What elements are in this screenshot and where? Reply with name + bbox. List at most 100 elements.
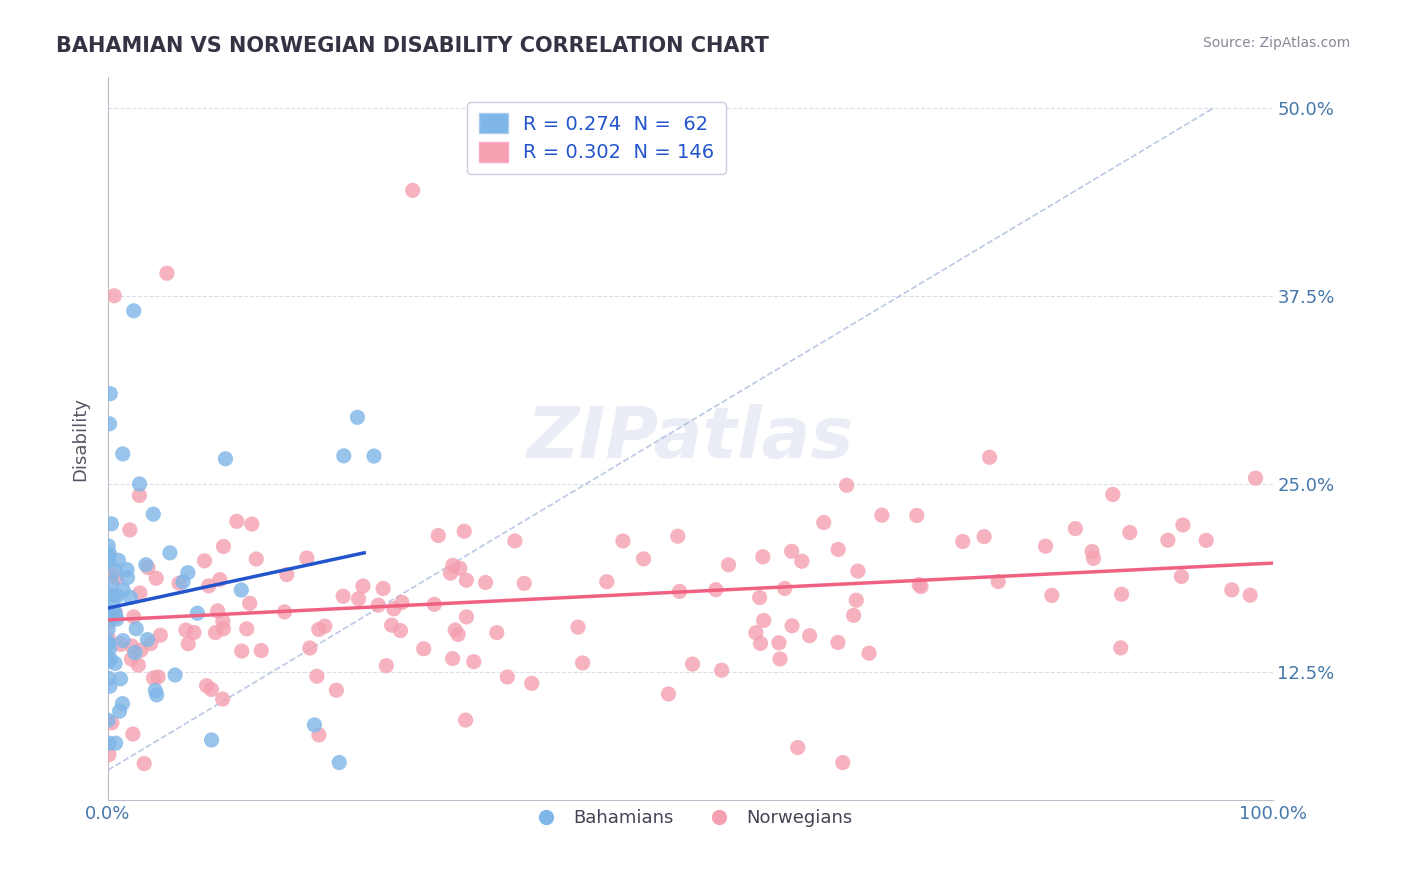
Norwegians: [412, 641, 434, 656]
Bahamians: [98, 604, 121, 618]
Norwegians: [769, 652, 792, 666]
Bahamians: [104, 736, 127, 750]
Norwegians: [211, 692, 233, 706]
Norwegians: [104, 606, 127, 620]
Norwegians: [103, 289, 125, 303]
Norwegians: [129, 643, 152, 657]
Norwegians: [780, 544, 803, 558]
Bahamians: [97, 553, 120, 567]
Norwegians: [668, 584, 690, 599]
Norwegians: [633, 552, 655, 566]
Bahamians: [108, 704, 131, 718]
Bahamians: [135, 558, 157, 572]
Norwegians: [704, 582, 727, 597]
Norwegians: [97, 632, 120, 646]
Norwegians: [773, 582, 796, 596]
Bahamians: [328, 756, 350, 770]
Norwegians: [308, 623, 330, 637]
Norwegians: [768, 636, 790, 650]
Norwegians: [156, 266, 179, 280]
Norwegians: [571, 656, 593, 670]
Bahamians: [186, 606, 208, 620]
Norwegians: [204, 625, 226, 640]
Norwegians: [120, 652, 142, 666]
Bahamians: [110, 672, 132, 686]
Norwegians: [276, 567, 298, 582]
Text: BAHAMIAN VS NORWEGIAN DISABILITY CORRELATION CHART: BAHAMIAN VS NORWEGIAN DISABILITY CORRELA…: [56, 36, 769, 55]
Norwegians: [427, 528, 450, 542]
Bahamians: [231, 582, 253, 597]
Norwegians: [1119, 525, 1142, 540]
Norwegians: [127, 658, 149, 673]
Norwegians: [979, 450, 1001, 465]
Norwegians: [710, 663, 733, 677]
Norwegians: [208, 573, 231, 587]
Norwegians: [1239, 588, 1261, 602]
Norwegians: [1220, 582, 1243, 597]
Norwegians: [439, 566, 461, 581]
Bahamians: [97, 622, 120, 636]
Bahamians: [159, 546, 181, 560]
Norwegians: [167, 576, 190, 591]
Norwegians: [752, 614, 775, 628]
Bahamians: [98, 547, 121, 561]
Norwegians: [122, 727, 145, 741]
Norwegians: [305, 669, 328, 683]
Bahamians: [145, 688, 167, 702]
Y-axis label: Disability: Disability: [72, 397, 89, 481]
Bahamians: [97, 654, 120, 668]
Bahamians: [101, 598, 124, 612]
Bahamians: [97, 635, 120, 649]
Norwegians: [245, 552, 267, 566]
Bahamians: [111, 633, 134, 648]
Norwegians: [441, 558, 464, 573]
Norwegians: [973, 530, 995, 544]
Norwegians: [745, 625, 768, 640]
Bahamians: [104, 563, 127, 577]
Bahamians: [363, 449, 385, 463]
Norwegians: [136, 560, 159, 574]
Bahamians: [165, 668, 187, 682]
Norwegians: [197, 579, 219, 593]
Norwegians: [325, 683, 347, 698]
Norwegians: [1101, 487, 1123, 501]
Norwegians: [145, 571, 167, 585]
Norwegians: [1035, 539, 1057, 553]
Norwegians: [211, 614, 233, 628]
Norwegians: [799, 629, 821, 643]
Norwegians: [225, 514, 247, 528]
Norwegians: [449, 561, 471, 575]
Bahamians: [104, 606, 127, 620]
Bahamians: [100, 652, 122, 666]
Norwegians: [952, 534, 974, 549]
Bahamians: [177, 566, 200, 580]
Norwegians: [100, 567, 122, 582]
Norwegians: [454, 713, 477, 727]
Norwegians: [827, 542, 849, 557]
Norwegians: [212, 540, 235, 554]
Norwegians: [367, 598, 389, 612]
Norwegians: [298, 640, 321, 655]
Norwegians: [1109, 640, 1132, 655]
Bahamians: [142, 507, 165, 521]
Bahamians: [128, 477, 150, 491]
Bahamians: [346, 410, 368, 425]
Bahamians: [101, 575, 124, 590]
Norwegians: [1081, 544, 1104, 558]
Bahamians: [98, 736, 121, 750]
Bahamians: [107, 553, 129, 567]
Bahamians: [98, 641, 121, 656]
Norwegians: [831, 756, 853, 770]
Norwegians: [786, 740, 808, 755]
Norwegians: [391, 595, 413, 609]
Norwegians: [987, 574, 1010, 589]
Norwegians: [835, 478, 858, 492]
Norwegians: [231, 644, 253, 658]
Bahamians: [125, 622, 148, 636]
Norwegians: [596, 574, 619, 589]
Norwegians: [870, 508, 893, 523]
Norwegians: [110, 637, 132, 651]
Norwegians: [1195, 533, 1218, 548]
Norwegians: [657, 687, 679, 701]
Norwegians: [1111, 587, 1133, 601]
